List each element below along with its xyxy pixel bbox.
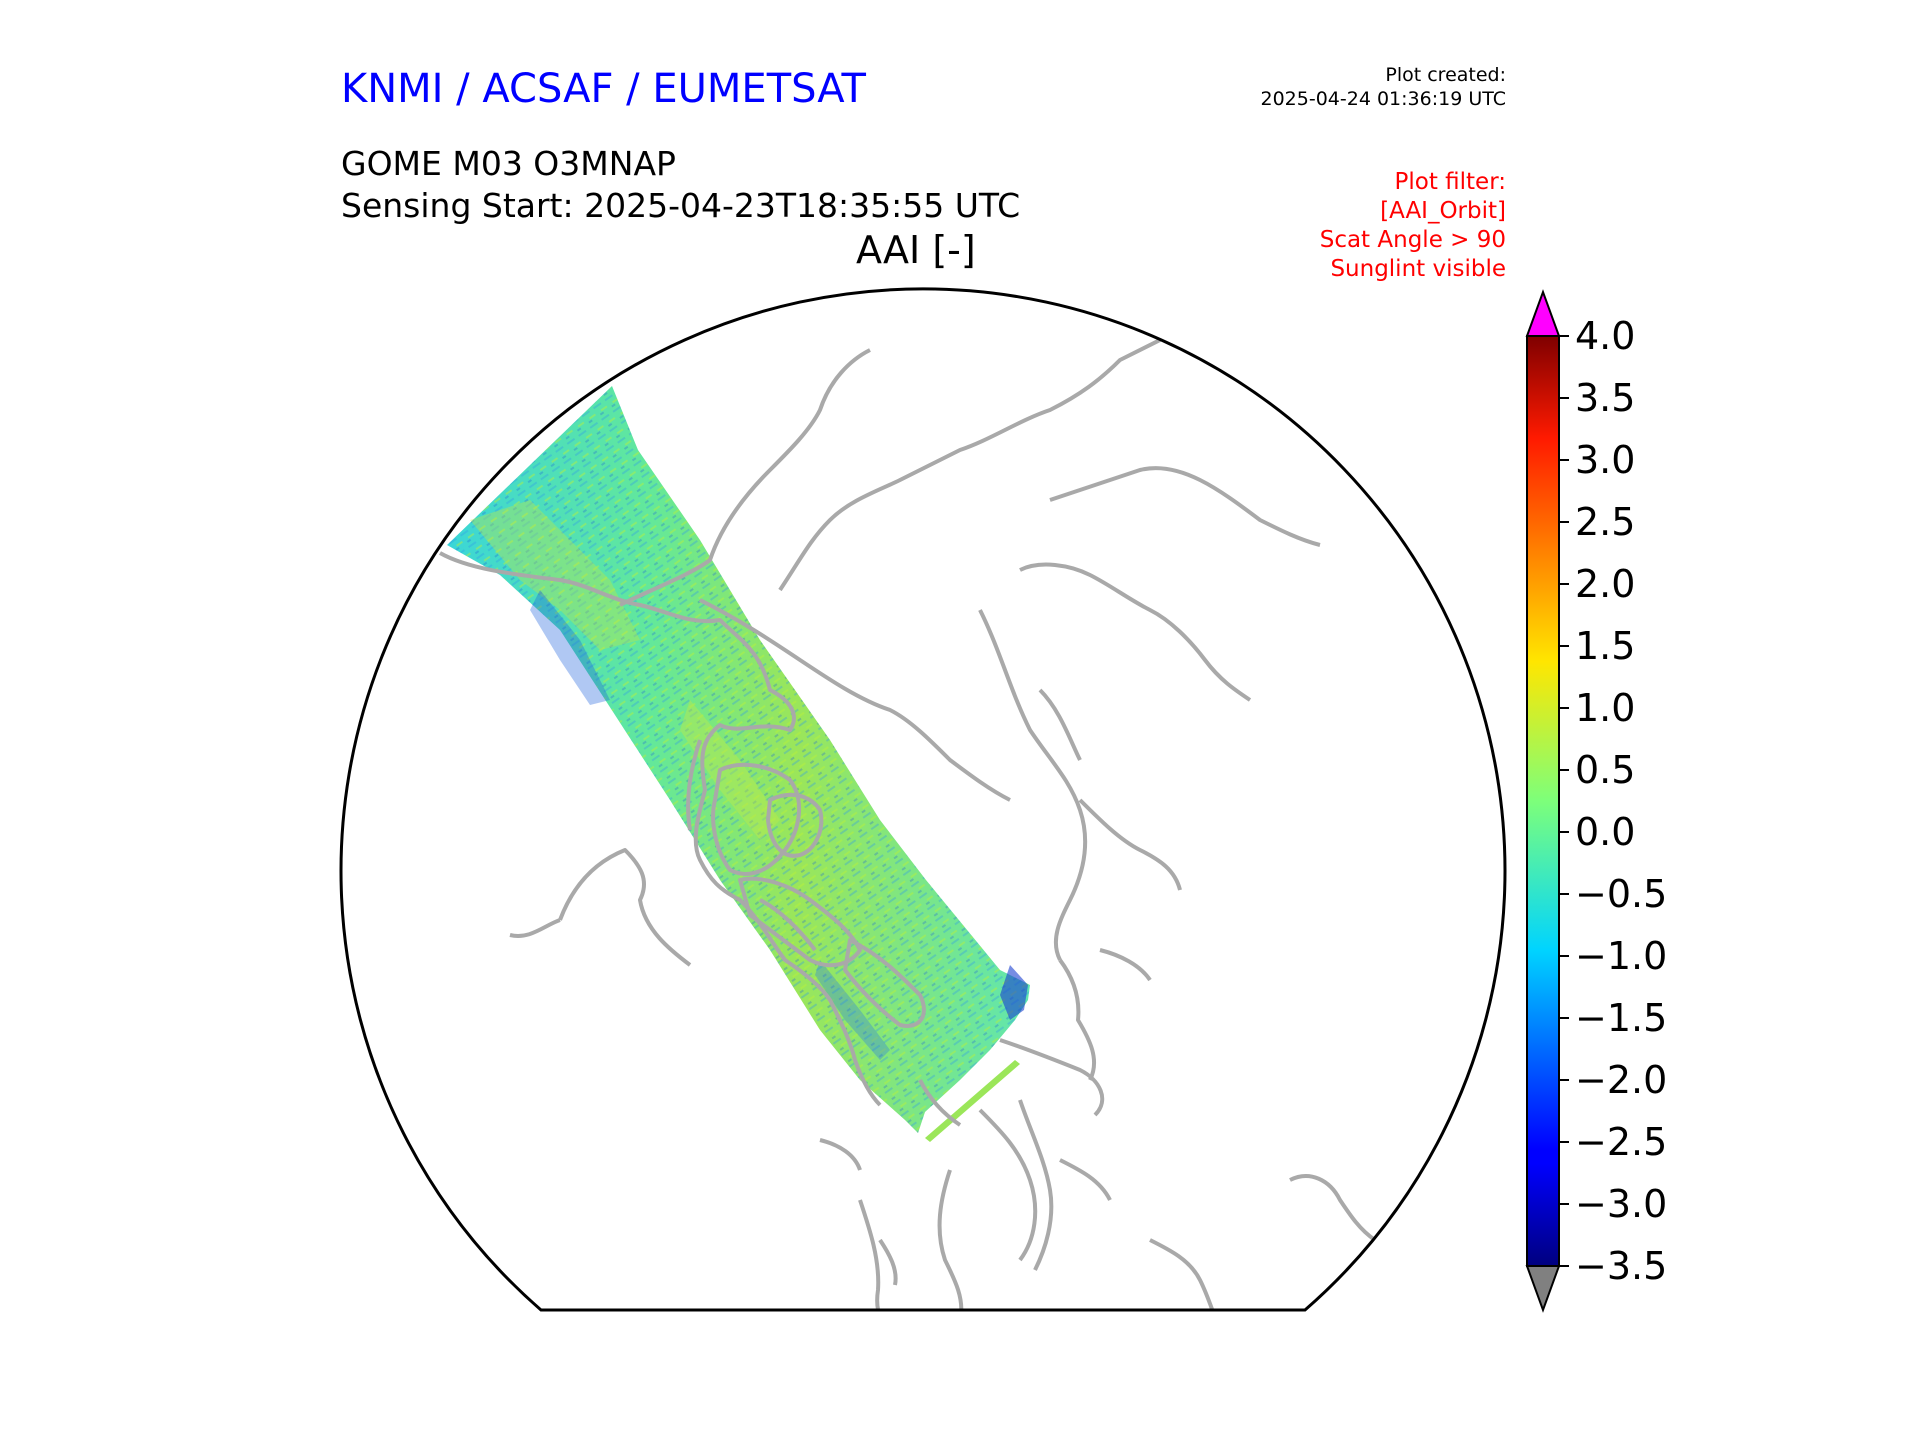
sensing-start: Sensing Start: 2025-04-23T18:35:55 UTC	[341, 186, 1021, 225]
map-boundary	[339, 287, 1507, 1312]
product-title: GOME M03 O3MNAP	[341, 144, 676, 183]
plot-filter: Plot filter: [AAI_Orbit] Scat Angle > 90…	[1320, 168, 1506, 284]
colorbar-ticks: 4.0 3.5 3.0 2.5 2.0 1.5 1.0 0.5 0.0 −0.5 −1.0 −1.5 −…	[1559, 314, 1667, 1288]
colorbar-tick-label: 1.5	[1575, 624, 1635, 668]
filter-line: Scat Angle > 90	[1319, 227, 1506, 253]
colorbar-tick-label: −2.5	[1575, 1120, 1667, 1164]
filter-line: Sunglint visible	[1330, 256, 1506, 282]
colorbar-under-extend	[1525, 1265, 1561, 1313]
filter-line: Plot filter:	[1394, 169, 1506, 195]
colorbar-tick-label: −3.0	[1575, 1182, 1667, 1226]
coastlines	[439, 323, 1377, 1310]
filter-line: [AAI_Orbit]	[1380, 198, 1506, 224]
colorbar-tick-label: 2.0	[1575, 562, 1635, 606]
colorbar-tick-label: −1.0	[1575, 934, 1667, 978]
colorbar-tick-label: −3.5	[1575, 1244, 1667, 1288]
colorbar-tick-label: 4.0	[1575, 314, 1635, 358]
plot-created: Plot created: 2025-04-24 01:36:19 UTC	[1261, 63, 1507, 111]
colorbar-over-extend	[1525, 289, 1561, 337]
plot-created-label: Plot created:	[1385, 64, 1506, 86]
agency-title: KNMI / ACSAF / EUMETSAT	[341, 66, 866, 112]
colorbar-tick-label: 0.0	[1575, 810, 1635, 854]
colorbar-tick-label: −2.0	[1575, 1058, 1667, 1102]
aai-swath	[447, 386, 1030, 1142]
colorbar-tick-label: 0.5	[1575, 748, 1635, 792]
colorbar-tick-label: 3.0	[1575, 438, 1635, 482]
colorbar-ramp	[1526, 335, 1560, 1267]
map-domain	[439, 323, 1377, 1310]
colorbar-tick-label: 2.5	[1575, 500, 1635, 544]
variable-title: AAI [-]	[856, 228, 976, 272]
colorbar-tick-label: −0.5	[1575, 872, 1667, 916]
colorbar-tick-label: 1.0	[1575, 686, 1635, 730]
colorbar-tick-label: −1.5	[1575, 996, 1667, 1040]
plot-created-time: 2025-04-24 01:36:19 UTC	[1260, 88, 1507, 110]
colorbar-tick-label: 3.5	[1575, 376, 1635, 420]
